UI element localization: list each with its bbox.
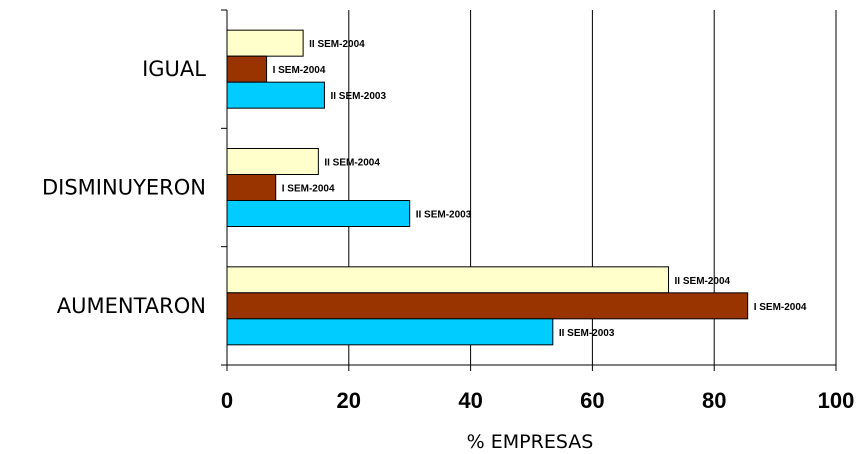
bar-label: II SEM-2004: [324, 158, 380, 169]
x-tick-label: 100: [818, 388, 855, 413]
x-tick-label: 60: [580, 388, 604, 413]
bar-labels: II SEM-2004 I SEM-2004 II SEM-2003 II SEM-2…: [273, 39, 807, 339]
bar-label: I SEM-2004: [282, 184, 335, 195]
tick-labels: 0 20 40 60 80 100: [221, 388, 854, 413]
category-label: DISMINUYERON: [42, 176, 206, 200]
bar-label: II SEM-2003: [416, 210, 472, 221]
bars: [226, 29, 749, 346]
bar: [226, 148, 319, 175]
x-axis-title: % EMPRESAS: [467, 431, 594, 453]
bar-label: I SEM-2004: [754, 302, 807, 313]
bar-label: II SEM-2003: [330, 91, 386, 102]
bar-label: I SEM-2004: [273, 65, 326, 76]
bar: [226, 55, 268, 83]
bar: [226, 318, 554, 346]
x-tick-label: 40: [458, 388, 482, 413]
x-tick-label: 0: [221, 388, 233, 413]
bar: [226, 266, 670, 294]
bar-label: II SEM-2004: [309, 39, 365, 50]
bar: [226, 81, 325, 109]
category-label: AUMENTARON: [57, 294, 206, 318]
x-tick-label: 80: [702, 388, 726, 413]
category-labels: IGUAL DISMINUYERON AUMENTARON: [42, 57, 206, 318]
bar-label: II SEM-2003: [559, 328, 615, 339]
category-label: IGUAL: [142, 57, 206, 81]
bar-label: II SEM-2004: [675, 276, 731, 287]
bar: [226, 29, 304, 57]
bar: [226, 174, 277, 201]
axes: [221, 9, 837, 371]
x-tick-label: 20: [337, 388, 361, 413]
bar: [226, 292, 749, 320]
bar: [226, 200, 411, 227]
